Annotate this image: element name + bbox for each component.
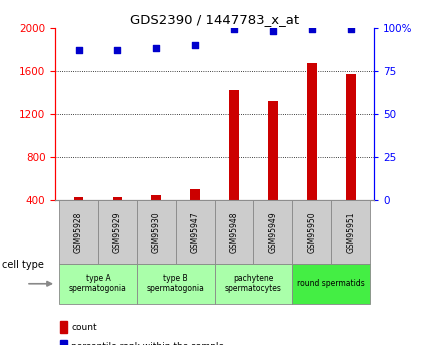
Text: GSM95949: GSM95949 bbox=[269, 211, 278, 253]
Point bbox=[309, 27, 315, 32]
Bar bbox=[59, 200, 98, 264]
Bar bbox=[292, 264, 370, 304]
Bar bbox=[215, 200, 253, 264]
Bar bbox=[229, 90, 239, 243]
Point bbox=[114, 47, 121, 53]
Text: type A
spermatogonia: type A spermatogonia bbox=[69, 274, 127, 294]
Text: GSM95947: GSM95947 bbox=[191, 211, 200, 253]
Text: type B
spermatogonia: type B spermatogonia bbox=[147, 274, 205, 294]
Title: GDS2390 / 1447783_x_at: GDS2390 / 1447783_x_at bbox=[130, 13, 299, 27]
Point bbox=[231, 27, 238, 32]
Text: GSM95928: GSM95928 bbox=[74, 211, 83, 253]
Bar bbox=[151, 195, 161, 243]
Bar bbox=[268, 101, 278, 243]
Bar bbox=[113, 197, 122, 243]
Bar bbox=[307, 63, 317, 243]
Bar bbox=[59, 264, 137, 304]
Bar bbox=[253, 200, 292, 264]
Bar bbox=[98, 200, 137, 264]
Text: GSM95929: GSM95929 bbox=[113, 211, 122, 253]
Bar bbox=[190, 189, 200, 243]
Point bbox=[192, 42, 198, 48]
Text: percentile rank within the sample: percentile rank within the sample bbox=[71, 342, 224, 345]
Text: GSM95951: GSM95951 bbox=[346, 211, 355, 253]
Text: GSM95950: GSM95950 bbox=[307, 211, 316, 253]
Bar bbox=[137, 264, 215, 304]
Bar bbox=[346, 75, 356, 243]
Bar bbox=[74, 197, 83, 243]
Bar bbox=[137, 200, 176, 264]
Point bbox=[269, 28, 276, 34]
Text: cell type: cell type bbox=[2, 260, 44, 270]
Point bbox=[153, 46, 160, 51]
Text: round spermatids: round spermatids bbox=[298, 279, 365, 288]
Point bbox=[347, 27, 354, 32]
Bar bbox=[215, 264, 292, 304]
Text: GSM95948: GSM95948 bbox=[230, 211, 238, 253]
Point bbox=[75, 47, 82, 53]
Text: GSM95930: GSM95930 bbox=[152, 211, 161, 253]
Bar bbox=[176, 200, 215, 264]
Text: count: count bbox=[71, 323, 97, 332]
Text: pachytene
spermatocytes: pachytene spermatocytes bbox=[225, 274, 282, 294]
Bar bbox=[292, 200, 331, 264]
Bar bbox=[331, 200, 370, 264]
